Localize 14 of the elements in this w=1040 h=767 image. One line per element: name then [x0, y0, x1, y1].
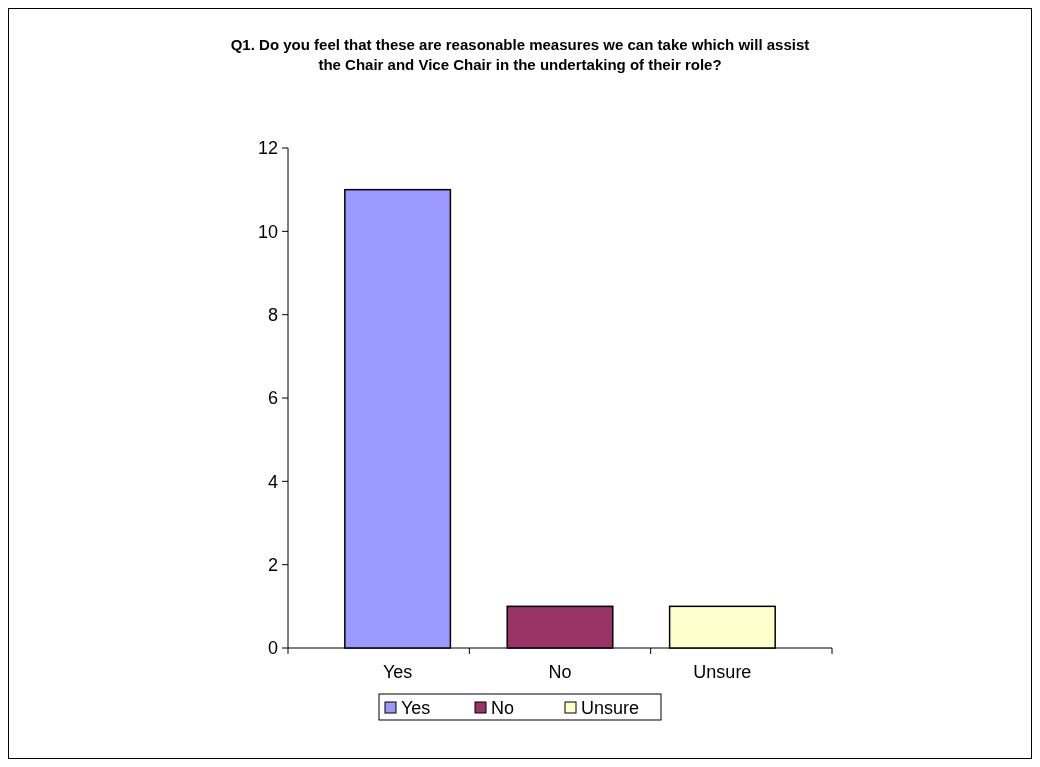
y-tick-label: 6 — [267, 388, 278, 409]
legend-label: No — [491, 698, 515, 719]
y-tick-label: 0 — [267, 638, 278, 659]
chart-title: Q1. Do you feel that these are reasonable measures we can take which will assist the Chair and Vice Chair in the undertaking of their role? — [230, 36, 810, 73]
legend-label: Yes — [401, 698, 431, 719]
y-tick-label: 2 — [267, 554, 278, 575]
x-tick-label: Yes — [382, 662, 413, 682]
y-tick-label: 4 — [267, 471, 278, 492]
x-tick-label: Unsure — [693, 662, 752, 682]
y-tick-label: 8 — [267, 304, 278, 325]
x-tick-label: No — [548, 662, 572, 682]
legend-label: Unsure — [581, 698, 640, 719]
y-tick-label: 12 — [257, 138, 278, 159]
y-tick-label: 10 — [257, 221, 278, 242]
